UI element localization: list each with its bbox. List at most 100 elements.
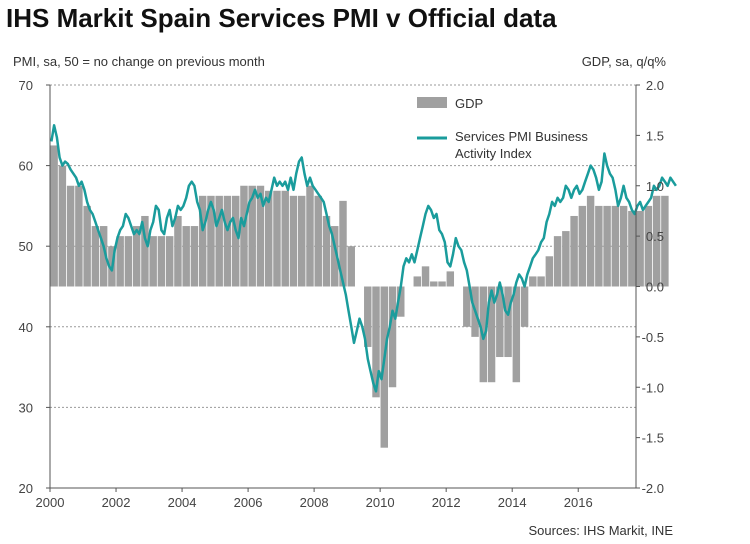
gdp-bar	[256, 185, 265, 287]
left-axis-label: PMI, sa, 50 = no change on previous mont…	[13, 54, 265, 69]
gdp-bar	[91, 226, 100, 287]
right-axis-label: GDP, sa, q/q%	[582, 54, 667, 69]
gdp-bar	[231, 195, 240, 287]
gdp-bar	[174, 215, 182, 287]
gdp-bars	[50, 145, 669, 448]
left-tick-label: 30	[19, 400, 33, 415]
right-tick-label: 2.0	[646, 78, 664, 93]
gdp-bar	[529, 276, 537, 287]
left-tick-label: 40	[19, 320, 33, 335]
gdp-bar	[215, 195, 223, 287]
gdp-bar	[487, 286, 496, 383]
gdp-bar	[586, 195, 595, 287]
left-tick-label: 50	[19, 239, 33, 254]
axes	[46, 84, 640, 492]
gdp-bar	[661, 195, 669, 287]
gdp-bar	[463, 286, 471, 327]
gdp-bar	[264, 190, 273, 287]
gdp-bar	[520, 286, 529, 327]
gdp-bar	[611, 205, 620, 287]
x-tick-label: 2006	[234, 495, 263, 510]
gdp-bar	[141, 215, 149, 287]
gdp-bar	[75, 185, 83, 287]
gdp-bar	[248, 185, 256, 287]
gdp-bar	[149, 236, 157, 287]
gdp-bar	[116, 236, 124, 287]
x-tick-label: 2000	[36, 495, 65, 510]
gdp-bar	[190, 226, 199, 287]
gdp-bar	[553, 236, 562, 287]
x-tick-label: 2002	[102, 495, 131, 510]
gdp-bar	[397, 286, 405, 317]
legend-gdp-label: GDP	[455, 96, 483, 111]
chart-title: IHS Markit Spain Services PMI v Official…	[6, 3, 557, 33]
legend-gdp-swatch	[417, 97, 447, 108]
gdp-bar	[652, 195, 661, 287]
gdp-bar	[512, 286, 521, 383]
gdp-bar	[339, 200, 347, 287]
left-tick-label: 60	[19, 159, 33, 174]
right-tick-label: 0.5	[646, 229, 664, 244]
pmi-line-group	[50, 124, 677, 393]
gdp-bar	[636, 210, 644, 287]
gdp-bar	[314, 195, 322, 287]
x-tick-label: 2010	[366, 495, 395, 510]
gdp-bar	[298, 195, 306, 287]
gdp-bar	[124, 236, 133, 287]
gdp-bar	[545, 256, 554, 287]
right-tick-label: 1.5	[646, 128, 664, 143]
gdp-bar	[132, 226, 141, 287]
right-tick-label: 1.0	[646, 179, 664, 194]
tick-labels: 20 30 40 50 60 70 -2.0 -1.5 -1.0 -0.5 0.0 0.5 1.0 1.5…	[19, 78, 664, 510]
legend-pmi-label-line2: Activity Index	[455, 146, 532, 161]
legend-pmi-label-line1: Services PMI Business	[455, 129, 588, 144]
gdp-bar	[223, 195, 232, 287]
gdp-bar	[165, 236, 174, 287]
gdp-bar	[438, 281, 446, 287]
gdp-bar	[562, 231, 570, 287]
left-tick-label: 20	[19, 481, 33, 496]
gdp-bar	[570, 215, 578, 287]
gdp-bar	[273, 190, 281, 287]
right-tick-label: -1.0	[642, 380, 664, 395]
gdp-bar	[289, 195, 298, 287]
gdp-bar	[496, 286, 504, 358]
gdp-bar	[281, 190, 289, 287]
gdp-bar	[157, 236, 166, 287]
gdp-bar	[413, 276, 422, 287]
gdp-bar	[331, 226, 339, 287]
gdp-bar	[421, 266, 430, 287]
gdp-bar	[198, 195, 207, 287]
gdp-bar	[322, 215, 331, 287]
x-tick-label: 2012	[432, 495, 461, 510]
gdp-bar	[619, 205, 628, 287]
gdp-bar	[430, 281, 438, 287]
right-tick-label: -1.5	[642, 431, 664, 446]
gdp-bar	[240, 185, 248, 287]
gdp-bar	[66, 185, 75, 287]
source-note: Sources: IHS Markit, INE	[529, 523, 674, 538]
gdp-bar	[578, 205, 587, 287]
gdp-bar	[504, 286, 512, 358]
gdp-bar	[83, 205, 91, 287]
gdp-bar	[182, 226, 190, 287]
x-tick-label: 2016	[564, 495, 593, 510]
gdp-bar	[347, 246, 355, 287]
x-tick-label: 2008	[300, 495, 329, 510]
left-tick-label: 70	[19, 78, 33, 93]
gdp-bar	[388, 286, 397, 388]
x-tick-label: 2014	[498, 495, 527, 510]
gdp-bar	[537, 276, 545, 287]
gdp-bar	[207, 195, 215, 287]
gdp-bar	[99, 226, 108, 287]
gdp-bar	[372, 286, 380, 398]
gdp-bar	[595, 205, 603, 287]
gdp-bar	[306, 185, 314, 287]
gdp-bar	[58, 165, 67, 287]
right-tick-label: 0.0	[646, 280, 664, 295]
gdp-bar	[603, 205, 611, 287]
right-tick-label: -0.5	[642, 330, 664, 345]
gdp-bar	[446, 271, 455, 287]
gdp-bar	[364, 286, 372, 347]
